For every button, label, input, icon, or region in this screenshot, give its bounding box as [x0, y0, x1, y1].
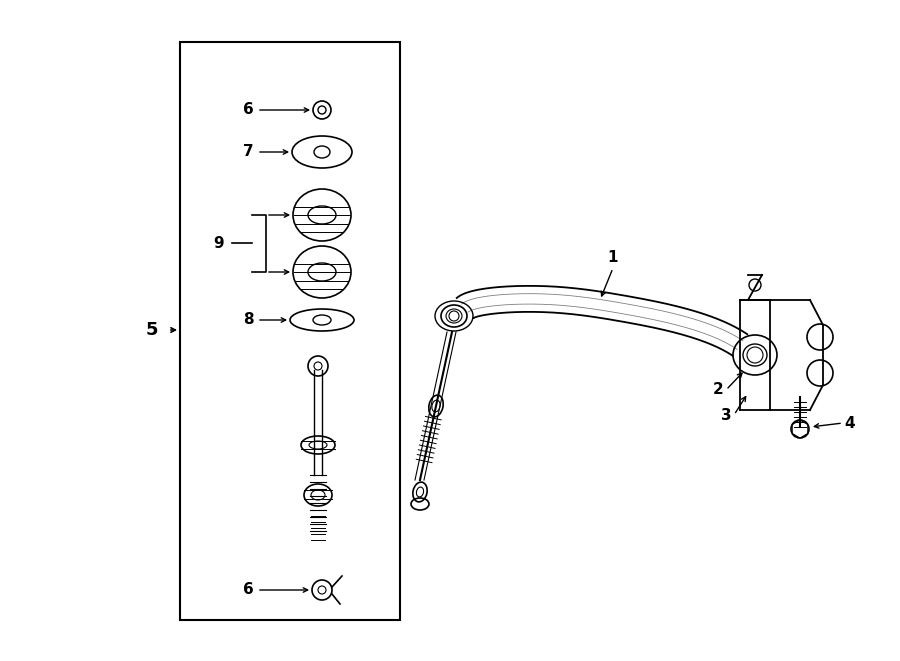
- Text: 6: 6: [243, 582, 254, 598]
- Text: 3: 3: [721, 407, 732, 422]
- Text: 1: 1: [608, 251, 618, 266]
- Text: 7: 7: [243, 145, 253, 159]
- Text: 8: 8: [243, 313, 253, 327]
- Text: 9: 9: [213, 235, 224, 251]
- Text: 4: 4: [844, 416, 855, 430]
- Text: 5: 5: [146, 321, 158, 339]
- Bar: [180, 42, 400, 620]
- Text: 6: 6: [243, 102, 254, 118]
- Text: 2: 2: [713, 383, 724, 397]
